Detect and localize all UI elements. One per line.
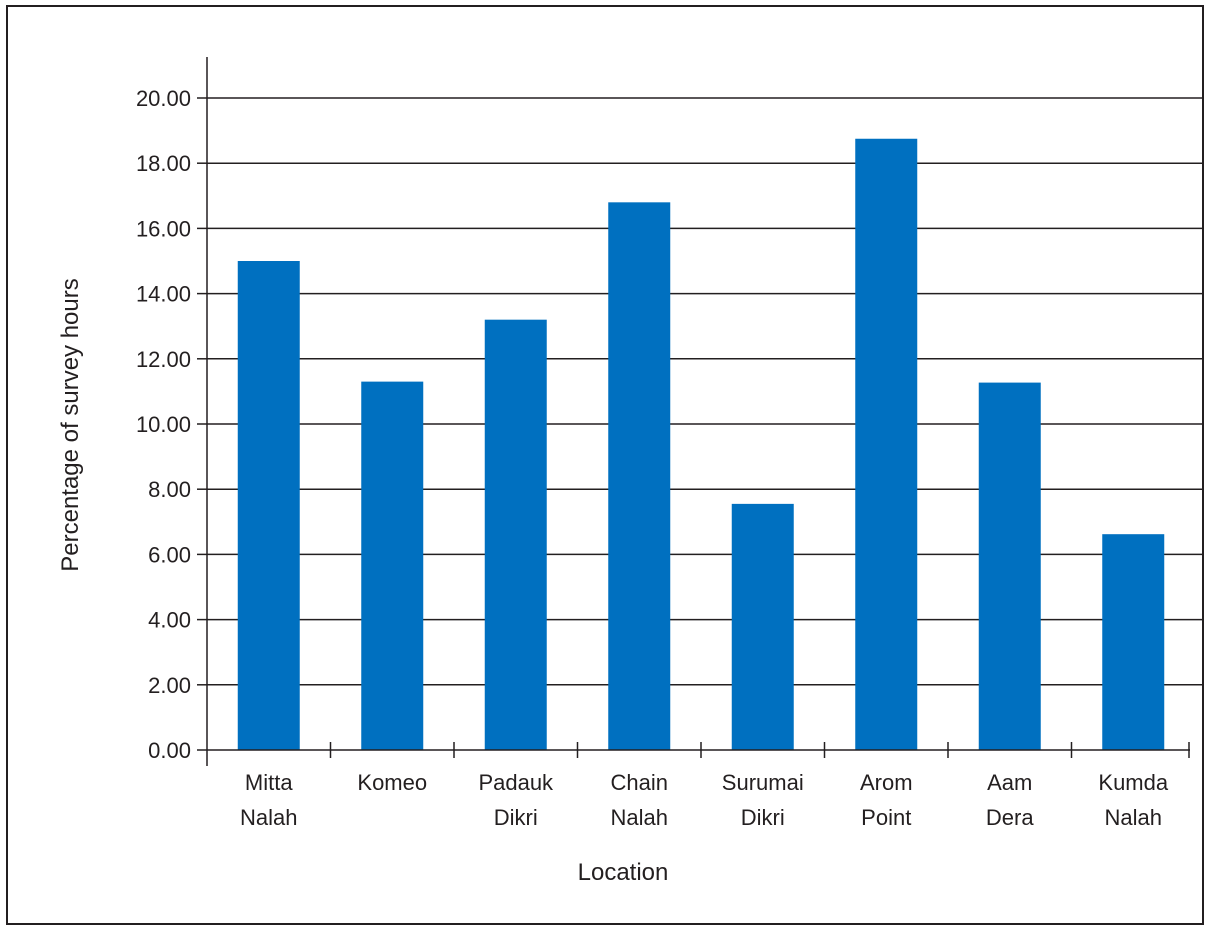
- y-tick-label: 0.00: [148, 738, 191, 763]
- bar: [855, 138, 918, 750]
- x-tick-label: Kumda Nalah: [1098, 770, 1168, 830]
- x-tick-labels: Mitta Nalah Komeo Padauk Dikri Chain Nalah Suru…: [240, 770, 1169, 830]
- x-tick-label: Arom Point: [860, 770, 913, 830]
- bar: [361, 381, 424, 750]
- y-tick-label: 16.00: [136, 216, 191, 241]
- bar: [978, 382, 1041, 750]
- x-axis-title: Location: [578, 859, 669, 886]
- axes: [197, 57, 1190, 766]
- x-tick-label: Padauk Dikri: [478, 770, 554, 830]
- y-tick-label: 18.00: [136, 151, 191, 176]
- y-tick-label: 14.00: [136, 282, 191, 307]
- y-tick-label: 8.00: [148, 477, 191, 502]
- bar: [484, 319, 547, 750]
- y-tick-label: 12.00: [136, 347, 191, 372]
- y-tick-label: 20.00: [136, 86, 191, 111]
- bar: [731, 503, 794, 750]
- x-tick-label: Chain Nalah: [611, 770, 668, 830]
- y-tick-labels: 0.00 2.00 4.00 6.00 8.00 10.00 12.00 14.00 16.00…: [136, 86, 191, 763]
- bar: [608, 202, 671, 750]
- bars: [237, 138, 1165, 750]
- y-tick-label: 2.00: [148, 673, 191, 698]
- x-tick-label: Mitta Nalah: [240, 770, 297, 830]
- y-tick-label: 6.00: [148, 542, 191, 567]
- y-axis-title: Percentage of survey hours: [57, 278, 84, 572]
- x-tick-label: Surumai Dikri: [722, 770, 804, 830]
- y-tick-label: 4.00: [148, 608, 191, 633]
- gridlines: [207, 97, 1202, 686]
- bar: [1102, 534, 1165, 750]
- y-tick-label: 10.00: [136, 412, 191, 437]
- x-tick-label: Komeo: [357, 770, 427, 795]
- bar: [237, 261, 300, 750]
- x-tick-label: Aam Dera: [986, 770, 1034, 830]
